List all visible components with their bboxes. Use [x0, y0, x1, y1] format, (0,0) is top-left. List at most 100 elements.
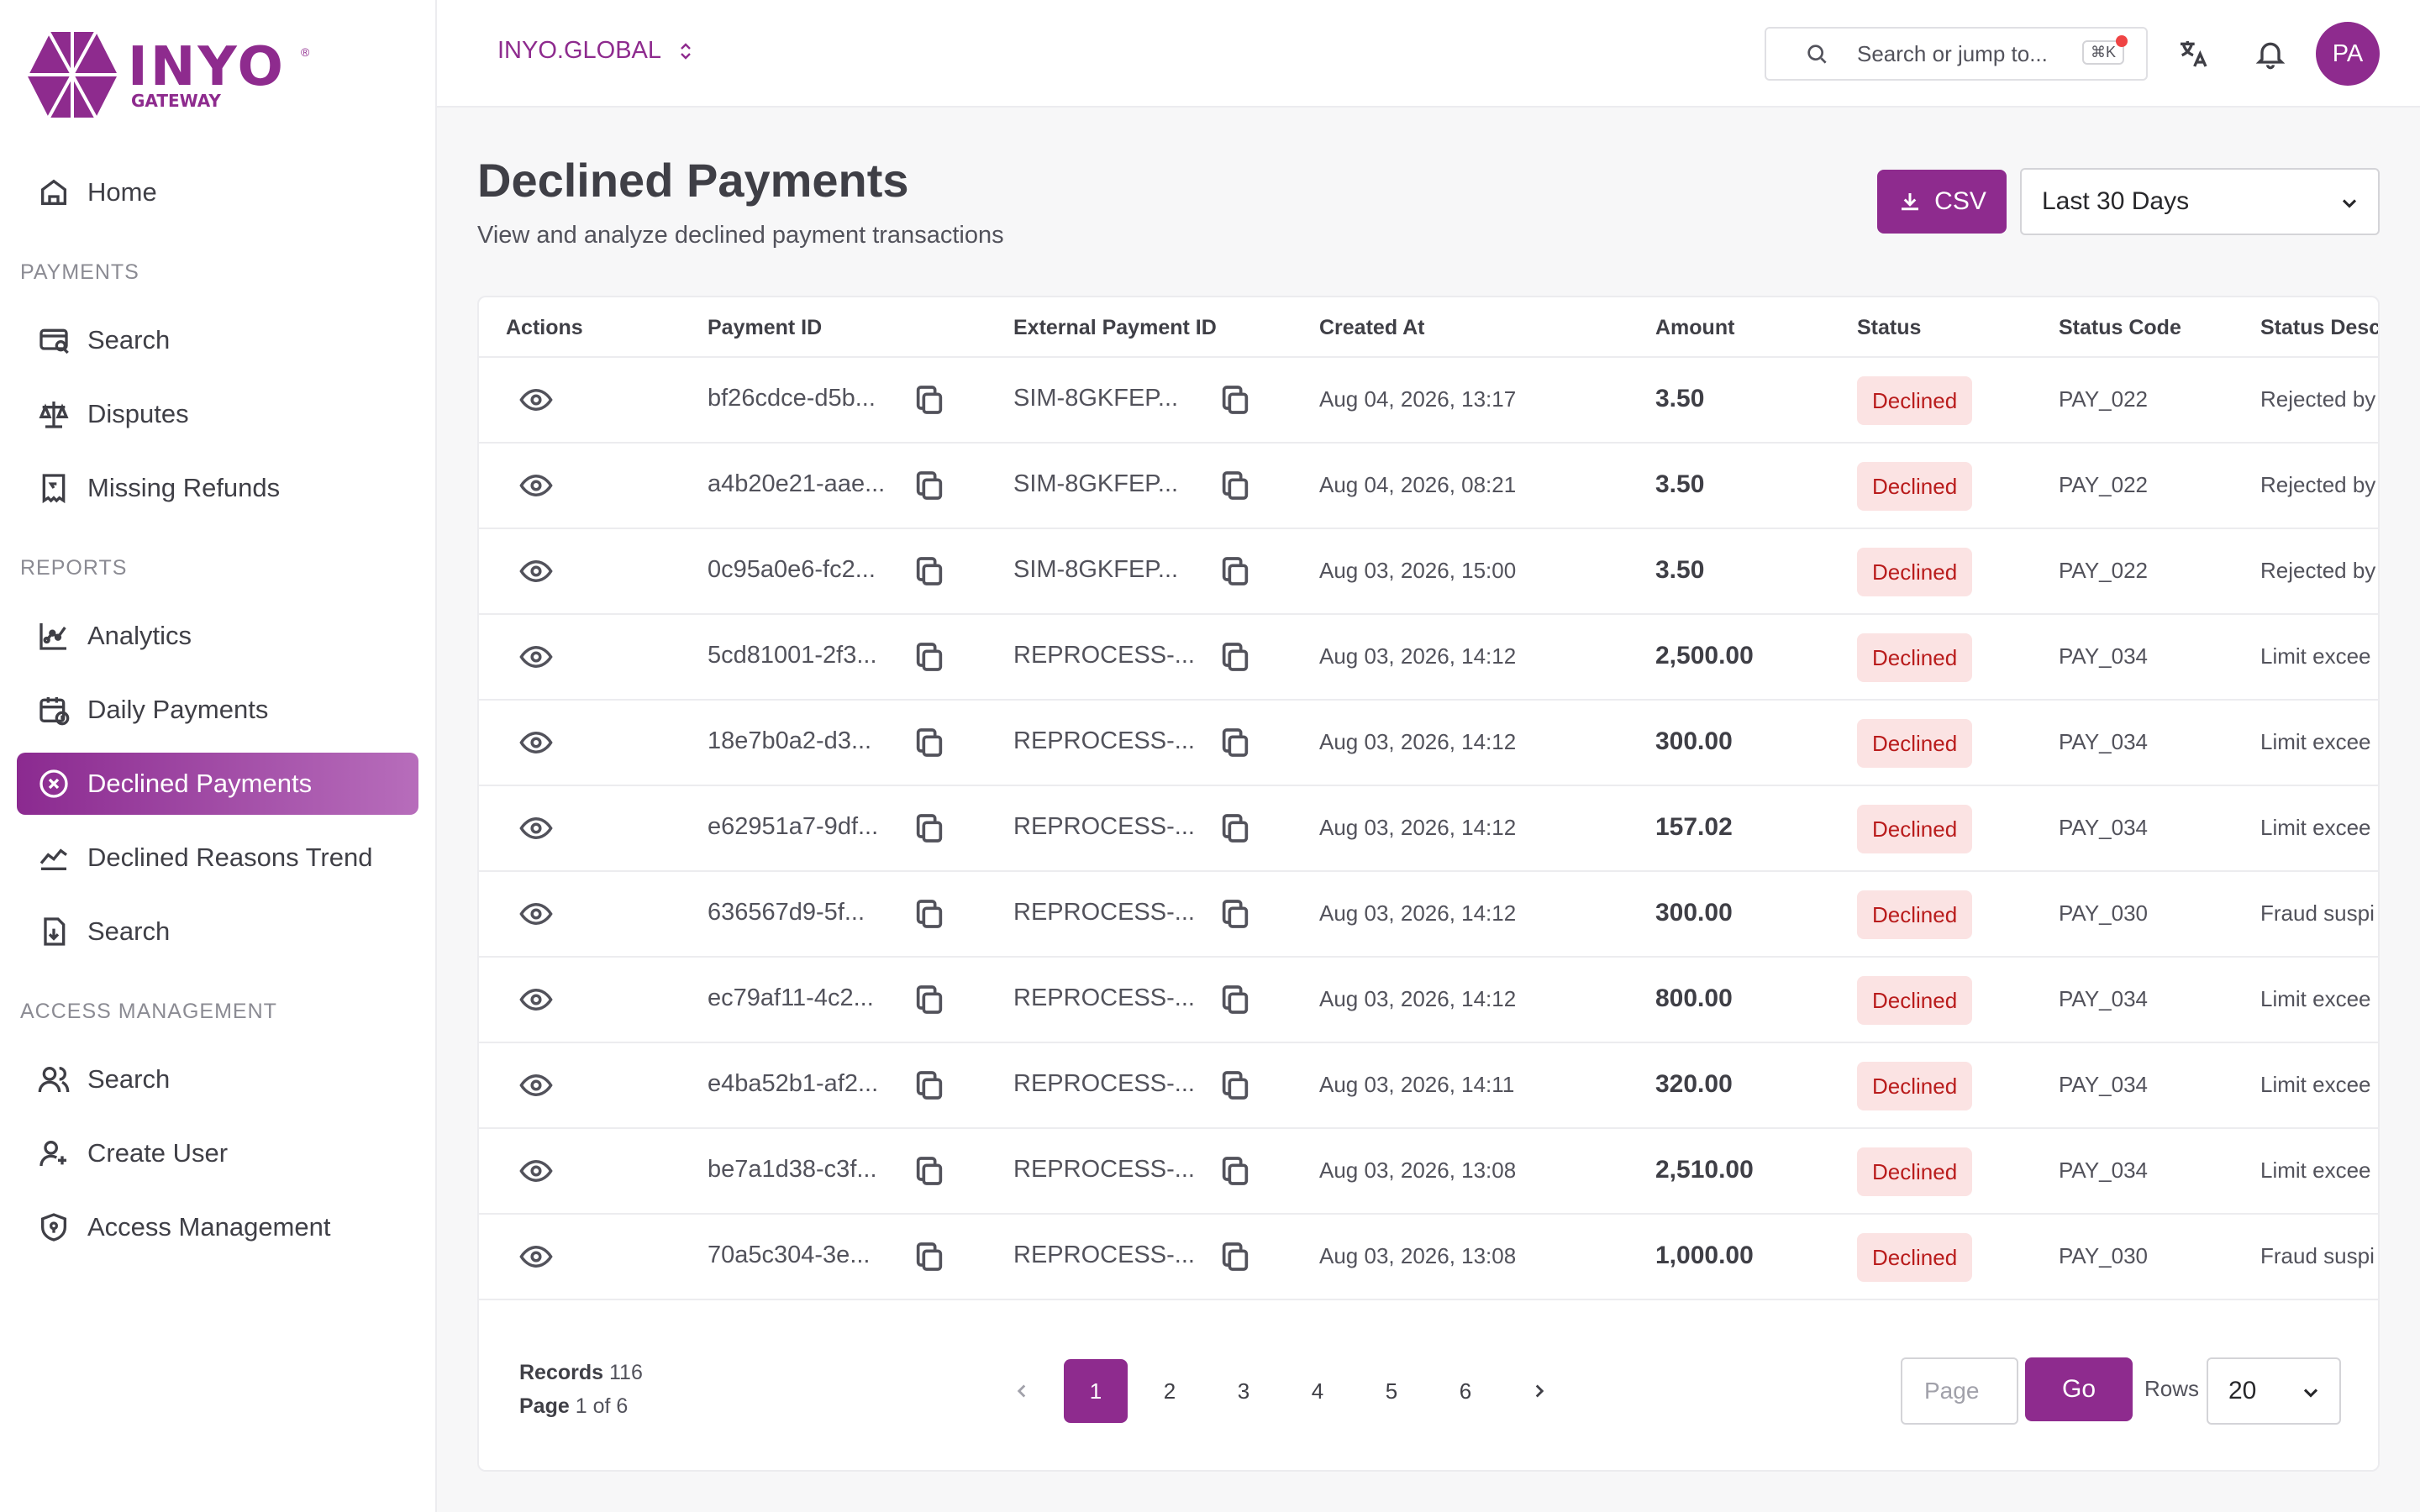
external-payment-id: SIM-8GKFEP... — [1013, 470, 1179, 497]
copy-external-id-icon[interactable] — [1218, 1154, 1252, 1188]
sidebar-item-declined-reasons-trend[interactable]: Declined Reasons Trend — [17, 827, 418, 889]
copy-external-id-icon[interactable] — [1218, 640, 1252, 674]
download-icon — [1902, 193, 1919, 211]
table-row[interactable]: be7a1d38-c3f... REPROCESS-... Aug 03, 2026… — [479, 1129, 2378, 1215]
sidebar-item-analytics[interactable]: Analytics — [17, 605, 418, 667]
page-number-input[interactable]: Page — [1901, 1357, 2018, 1425]
trend-icon — [39, 848, 67, 870]
records-count: 116 — [609, 1361, 643, 1384]
view-details-eye-icon[interactable] — [519, 386, 553, 413]
table-row[interactable]: bf26cdce-d5b... SIM-8GKFEP... Aug 04, 2026… — [479, 358, 2378, 444]
notifications-button[interactable] — [2250, 34, 2291, 74]
payment-id: e4ba52b1-af2... — [708, 1070, 879, 1097]
copy-external-id-icon[interactable] — [1218, 469, 1252, 502]
table-row[interactable]: e4ba52b1-af2... REPROCESS-... Aug 03, 2026… — [479, 1043, 2378, 1129]
copy-external-id-icon[interactable] — [1218, 554, 1252, 588]
copy-payment-id-icon[interactable] — [913, 640, 946, 674]
sidebar-item-label: Access Management — [87, 1212, 331, 1242]
view-details-eye-icon[interactable] — [519, 900, 553, 927]
table-row[interactable]: a4b20e21-aae... SIM-8GKFEP... Aug 04, 2026… — [479, 444, 2378, 529]
copy-payment-id-icon[interactable] — [913, 1240, 946, 1273]
sidebar-item-daily-payments[interactable]: Daily Payments — [17, 679, 418, 741]
org-switcher[interactable]: INYO.GLOBAL — [497, 37, 695, 65]
table-row[interactable]: ec79af11-4c2... REPROCESS-... Aug 03, 2026… — [479, 958, 2378, 1043]
view-details-eye-icon[interactable] — [519, 1072, 553, 1099]
prev-page-button[interactable] — [990, 1359, 1054, 1423]
status-code: PAY_030 — [2059, 1243, 2149, 1268]
view-details-eye-icon[interactable] — [519, 558, 553, 585]
external-payment-id: SIM-8GKFEP... — [1013, 556, 1179, 583]
copy-payment-id-icon[interactable] — [913, 469, 946, 502]
view-details-eye-icon[interactable] — [519, 643, 553, 670]
sidebar-item-missing-refunds[interactable]: Missing Refunds — [17, 457, 418, 519]
view-details-eye-icon[interactable] — [519, 1158, 553, 1184]
brand-logo[interactable]: INYO GATEWAY ® — [25, 30, 328, 123]
home-icon — [41, 179, 66, 205]
sidebar-item-home[interactable]: Home — [17, 161, 418, 223]
copy-payment-id-icon[interactable] — [913, 726, 946, 759]
view-details-eye-icon[interactable] — [519, 1243, 553, 1270]
payment-id: 70a5c304-3e... — [708, 1242, 871, 1268]
next-page-button[interactable] — [1507, 1359, 1571, 1423]
sidebar-item-disputes[interactable]: Disputes — [17, 383, 418, 445]
page-button-4[interactable]: 4 — [1311, 1378, 1324, 1404]
search-icon — [1807, 45, 1827, 64]
records-summary: Records 116 Page 1 of 6 — [519, 1356, 643, 1423]
external-payment-id: REPROCESS-... — [1013, 899, 1195, 926]
copy-external-id-icon[interactable] — [1218, 983, 1252, 1016]
rows-per-page-select[interactable]: 20 — [2207, 1357, 2341, 1425]
table-row[interactable]: 636567d9-5f... REPROCESS-... Aug 03, 2026,… — [479, 872, 2378, 958]
copy-external-id-icon[interactable] — [1218, 897, 1252, 931]
copy-payment-id-icon[interactable] — [913, 383, 946, 417]
page-button-3[interactable]: 3 — [1237, 1378, 1250, 1404]
sidebar-item-label: Analytics — [87, 621, 192, 650]
csv-export-button[interactable]: CSV — [1877, 170, 2007, 234]
sidebar-item-report-search[interactable]: Search — [17, 900, 418, 963]
table-row[interactable]: 18e7b0a2-d3... REPROCESS-... Aug 03, 2026,… — [479, 701, 2378, 786]
page-button-6[interactable]: 6 — [1459, 1378, 1472, 1404]
copy-external-id-icon[interactable] — [1218, 1068, 1252, 1102]
table-row[interactable]: 0c95a0e6-fc2... SIM-8GKFEP... Aug 03, 2026… — [479, 529, 2378, 615]
copy-external-id-icon[interactable] — [1218, 383, 1252, 417]
copy-payment-id-icon[interactable] — [913, 897, 946, 931]
global-search[interactable]: Search or jump to... ⌘K — [1765, 27, 2148, 81]
view-details-eye-icon[interactable] — [519, 729, 553, 756]
table-row[interactable]: 70a5c304-3e... REPROCESS-... Aug 03, 2026,… — [479, 1215, 2378, 1300]
go-button[interactable]: Go — [2025, 1357, 2133, 1421]
created-at: Aug 03, 2026, 14:11 — [1319, 1072, 1515, 1097]
external-payment-id: REPROCESS-... — [1013, 642, 1195, 669]
sidebar-item-payment-search[interactable]: Search — [17, 309, 418, 371]
view-details-eye-icon[interactable] — [519, 472, 553, 499]
col-status-code: Status Code — [2059, 316, 2181, 339]
shortcut-label: ⌘K — [2090, 44, 2116, 60]
copy-payment-id-icon[interactable] — [913, 554, 946, 588]
copy-external-id-icon[interactable] — [1218, 726, 1252, 759]
sidebar-item-create-user[interactable]: Create User — [17, 1122, 418, 1184]
table-row[interactable]: 5cd81001-2f3... REPROCESS-... Aug 03, 2026… — [479, 615, 2378, 701]
page-button-2[interactable]: 2 — [1163, 1378, 1176, 1404]
sidebar-item-declined-payments[interactable]: Declined Payments — [17, 753, 418, 815]
copy-payment-id-icon[interactable] — [913, 983, 946, 1016]
status-code: PAY_034 — [2059, 729, 2149, 754]
created-at: Aug 03, 2026, 14:12 — [1319, 729, 1517, 754]
section-payments: PAYMENTS — [20, 260, 139, 284]
page-button-1[interactable]: 1 — [1064, 1359, 1128, 1423]
status-badge: Declined — [1857, 633, 1973, 682]
translate-button[interactable] — [2173, 34, 2213, 74]
sidebar-item-user-search[interactable]: Search — [17, 1048, 418, 1110]
page-button-5[interactable]: 5 — [1385, 1378, 1398, 1404]
view-details-eye-icon[interactable] — [519, 986, 553, 1013]
copy-external-id-icon[interactable] — [1218, 811, 1252, 845]
date-range-select[interactable]: Last 30 Days — [2020, 168, 2380, 235]
view-details-eye-icon[interactable] — [519, 815, 553, 842]
pagination: 1 2 3 4 5 6 — [990, 1359, 1581, 1423]
copy-external-id-icon[interactable] — [1218, 1240, 1252, 1273]
copy-payment-id-icon[interactable] — [913, 1068, 946, 1102]
user-plus-icon — [39, 1141, 66, 1167]
copy-payment-id-icon[interactable] — [913, 811, 946, 845]
payments-table-card: Actions Payment ID External Payment ID C… — [477, 296, 2380, 1472]
sidebar-item-access-management[interactable]: Access Management — [17, 1196, 418, 1258]
avatar[interactable]: PA — [2316, 22, 2380, 86]
copy-payment-id-icon[interactable] — [913, 1154, 946, 1188]
table-row[interactable]: e62951a7-9df... REPROCESS-... Aug 03, 2026… — [479, 786, 2378, 872]
